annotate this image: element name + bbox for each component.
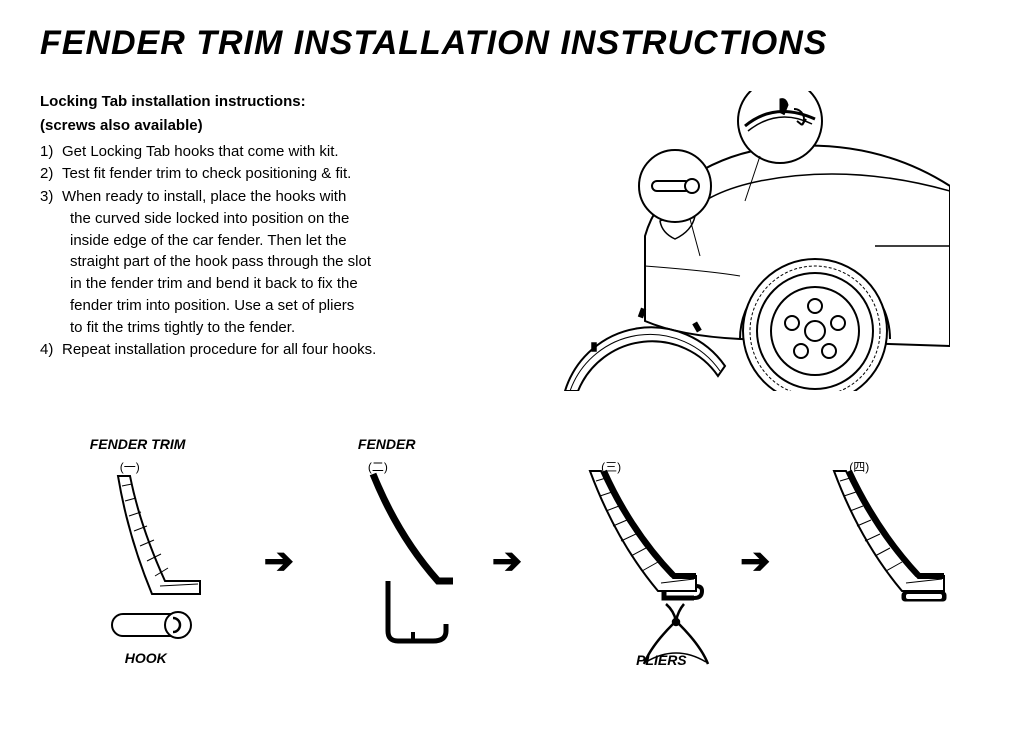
- step-cont: fender trim into position. Use a set of …: [62, 297, 354, 314]
- step-number: 4): [40, 339, 62, 361]
- step-2: 2) Test fit fender trim to check positio…: [40, 163, 460, 185]
- label-fender-trim: FENDER TRIM: [90, 436, 186, 452]
- step3-svg: [546, 436, 716, 666]
- sequence-step-1: FENDER TRIM (一): [70, 436, 240, 666]
- step-number: 3): [40, 186, 62, 338]
- step-cont: inside edge of the car fender. Then let …: [62, 232, 347, 249]
- step1-svg: [70, 436, 240, 666]
- top-section: Locking Tab installation instructions: (…: [40, 91, 984, 396]
- label-hook: HOOK: [125, 650, 167, 666]
- label-fender: FENDER: [358, 436, 416, 452]
- car-illustration: [480, 91, 950, 391]
- step-text-line: When ready to install, place the hooks w…: [62, 188, 346, 205]
- step-text: When ready to install, place the hooks w…: [62, 186, 460, 338]
- step-text: Repeat installation procedure for all fo…: [62, 339, 460, 361]
- instructions-text: Locking Tab installation instructions: (…: [40, 91, 460, 396]
- step-text: Get Locking Tab hooks that come with kit…: [62, 141, 460, 163]
- instructions-steps: 1) Get Locking Tab hooks that come with …: [40, 141, 460, 362]
- step-number: 2): [40, 163, 62, 185]
- step-marker-4: (四): [849, 458, 869, 475]
- step4-svg: [794, 436, 954, 666]
- step-marker-3: (三): [601, 458, 621, 475]
- sequence-diagram: FENDER TRIM (一): [40, 436, 984, 666]
- instructions-subheading: (screws also available): [40, 115, 460, 137]
- step-cont: to fit the trims tightly to the fender.: [62, 319, 295, 336]
- step-number: 1): [40, 141, 62, 163]
- arrow-icon: ➔: [740, 540, 770, 582]
- sequence-step-4: (四): [794, 436, 954, 666]
- arrow-icon: ➔: [264, 540, 294, 582]
- page-title: FENDER TRIM INSTALLATION INSTRUCTIONS: [40, 24, 984, 63]
- sequence-step-3: (三): [546, 436, 716, 666]
- step2-svg: [318, 436, 468, 666]
- label-pliers: PLIERS: [636, 652, 687, 668]
- step-marker-2: (二): [368, 458, 388, 475]
- step-cont: straight part of the hook pass through t…: [62, 253, 371, 270]
- step-marker-1: (一): [120, 458, 140, 475]
- step-1: 1) Get Locking Tab hooks that come with …: [40, 141, 460, 163]
- step-4: 4) Repeat installation procedure for all…: [40, 339, 460, 361]
- sequence-step-2: FENDER (二): [318, 436, 468, 666]
- step-cont: in the fender trim and bend it back to f…: [62, 275, 358, 292]
- car-diagram: [480, 91, 984, 396]
- instructions-heading: Locking Tab installation instructions:: [40, 91, 460, 113]
- step-3: 3) When ready to install, place the hook…: [40, 186, 460, 338]
- step-cont: the curved side locked into position on …: [62, 210, 349, 227]
- step-text: Test fit fender trim to check positionin…: [62, 163, 460, 185]
- arrow-icon: ➔: [492, 540, 522, 582]
